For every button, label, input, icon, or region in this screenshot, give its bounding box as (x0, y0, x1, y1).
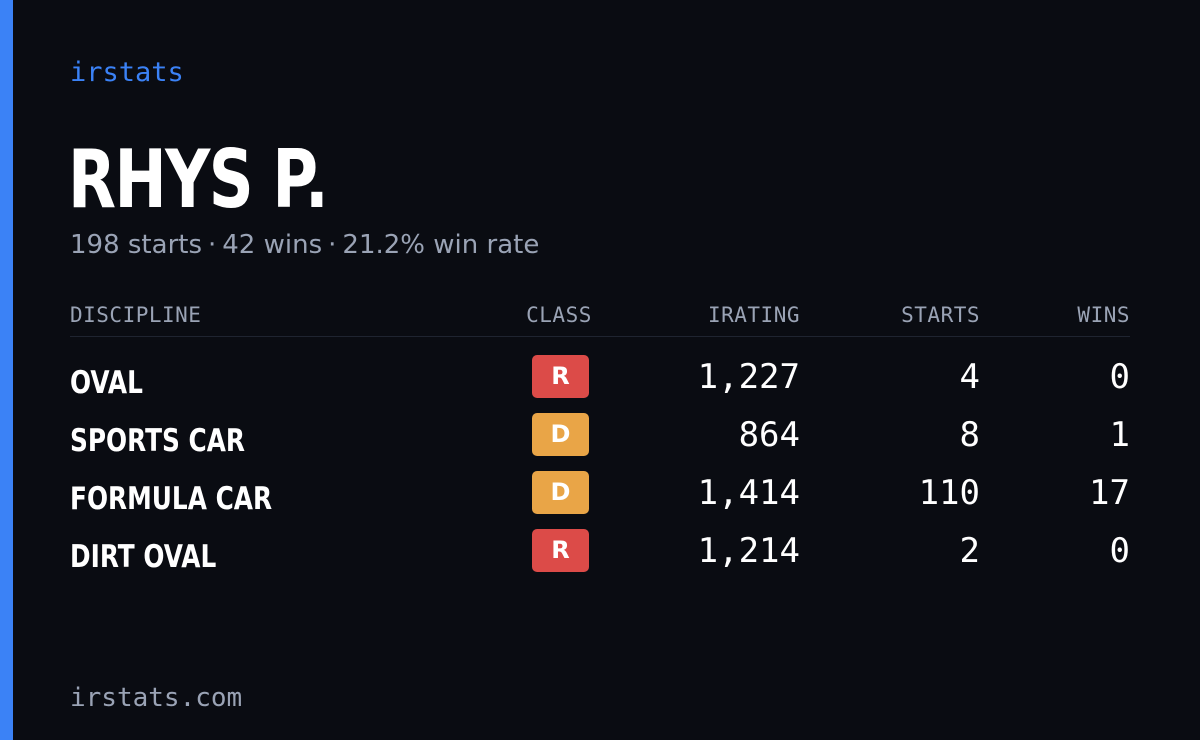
irating-value: 1,227 (697, 357, 800, 397)
table-row: FORMULA CAR D 1,414 110 17 (70, 467, 1130, 525)
irating-value: 1,414 (697, 473, 800, 513)
wins-value: 1 (1109, 415, 1130, 455)
table-body: OVAL R 1,227 4 0 SPORTS CAR D 864 8 1 FO… (70, 351, 1130, 583)
class-badge: D (532, 471, 589, 514)
class-badge: D (532, 413, 589, 456)
accent-bar (0, 0, 13, 740)
discipline-name: OVAL (70, 365, 143, 401)
brand-logo: irstats (70, 57, 184, 88)
win-rate-summary: 21.2% win rate (342, 230, 540, 260)
discipline-name: SPORTS CAR (70, 423, 246, 459)
irating-value: 864 (738, 415, 800, 455)
starts-summary: 198 starts (70, 230, 202, 260)
header-discipline: DISCIPLINE (70, 303, 202, 327)
table-row: SPORTS CAR D 864 8 1 (70, 409, 1130, 467)
class-badge: R (532, 355, 589, 398)
driver-summary: 198 starts · 42 wins · 21.2% win rate (70, 228, 539, 262)
starts-value: 4 (959, 357, 980, 397)
header-wins: WINS (1077, 303, 1130, 327)
discipline-name: FORMULA CAR (70, 481, 273, 517)
driver-name: RHYS P. (68, 133, 329, 226)
class-badge: R (532, 529, 589, 572)
wins-summary: 42 wins (222, 230, 323, 260)
table-row: OVAL R 1,227 4 0 (70, 351, 1130, 409)
irating-value: 1,214 (697, 531, 800, 571)
header-irating: IRATING (707, 303, 800, 327)
starts-value: 2 (959, 531, 980, 571)
table-header: DISCIPLINE CLASS IRATING STARTS WINS (70, 296, 1130, 337)
starts-value: 8 (959, 415, 980, 455)
summary-separator: · (328, 230, 337, 260)
header-starts: STARTS (901, 303, 980, 327)
discipline-table: DISCIPLINE CLASS IRATING STARTS WINS OVA… (70, 296, 1130, 583)
summary-separator: · (208, 230, 217, 260)
header-class: CLASS (526, 303, 592, 327)
footer-url: irstats.com (70, 683, 243, 713)
wins-value: 0 (1109, 357, 1130, 397)
discipline-name: DIRT OVAL (70, 539, 217, 575)
starts-value: 110 (918, 473, 980, 513)
wins-value: 17 (1089, 473, 1130, 513)
table-row: DIRT OVAL R 1,214 2 0 (70, 525, 1130, 583)
wins-value: 0 (1109, 531, 1130, 571)
